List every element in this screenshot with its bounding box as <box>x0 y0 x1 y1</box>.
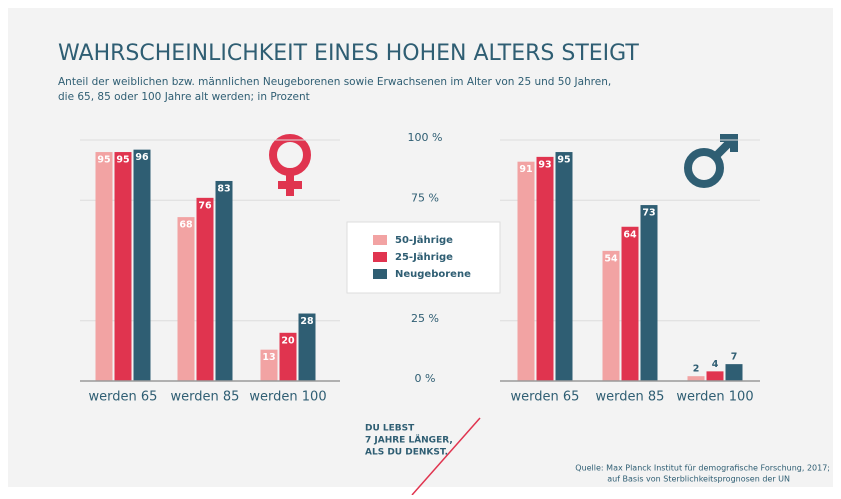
bar <box>114 152 132 381</box>
value-label: 73 <box>642 208 655 219</box>
bar <box>279 332 297 381</box>
value-label: 54 <box>604 253 618 264</box>
x-tick-label: werden 85 <box>596 390 665 405</box>
value-label: 68 <box>179 220 193 231</box>
value-label: 95 <box>97 155 110 166</box>
title: WAHRSCHEINLICHKEIT EINES HOHEN ALTERS ST… <box>58 41 639 66</box>
value-label: 4 <box>712 359 719 370</box>
value-label: 64 <box>623 229 637 240</box>
male-symbol <box>684 134 738 188</box>
callout-line <box>411 417 481 496</box>
bar <box>725 364 743 381</box>
source: auf Basis von Sterblichkeitsprognosen de… <box>607 475 790 484</box>
value-label: 13 <box>262 352 275 363</box>
value-label: 2 <box>693 364 700 375</box>
bar <box>177 217 195 381</box>
callout: DU LEBST <box>365 424 415 434</box>
legend-label: 50-Jährige <box>395 235 453 246</box>
y-tick-label: 25 % <box>411 312 439 325</box>
bar <box>517 161 535 381</box>
subtitle: Anteil der weiblichen bzw. männlichen Ne… <box>58 76 611 88</box>
bar <box>133 149 151 381</box>
legend-box <box>346 221 501 294</box>
bar <box>640 205 658 381</box>
x-tick-label: werden 100 <box>249 390 326 405</box>
legend-swatch <box>373 235 387 245</box>
bar <box>687 376 705 381</box>
female-symbol <box>269 134 311 196</box>
value-label: 95 <box>116 155 129 166</box>
x-tick-label: werden 65 <box>511 390 580 405</box>
value-label: 95 <box>557 155 570 166</box>
value-label: 20 <box>281 335 295 346</box>
bar <box>602 250 620 381</box>
value-label: 93 <box>538 159 551 170</box>
value-label: 91 <box>519 164 532 175</box>
y-tick-label: 100 % <box>408 131 443 144</box>
value-label: 83 <box>217 183 230 194</box>
value-label: 28 <box>300 316 314 327</box>
x-tick-label: werden 85 <box>171 390 240 405</box>
bar <box>621 226 639 381</box>
bar <box>95 152 113 381</box>
bar <box>555 152 573 381</box>
callout: ALS DU DENKST. <box>365 448 448 458</box>
callout: 7 JAHRE LÄNGER, <box>365 435 453 446</box>
x-tick-label: werden 65 <box>89 390 158 405</box>
y-tick-label: 0 % <box>415 372 436 385</box>
value-label: 96 <box>135 152 149 163</box>
bar <box>260 349 278 381</box>
y-tick-label: 75 % <box>411 191 439 204</box>
value-label: 7 <box>731 352 738 363</box>
bar <box>215 180 233 381</box>
bar <box>706 371 724 381</box>
value-label: 76 <box>198 200 212 211</box>
x-tick-label: werden 100 <box>676 390 753 405</box>
bar <box>298 313 316 381</box>
legend-swatch <box>373 269 387 279</box>
legend-label: 25-Jährige <box>395 252 453 263</box>
bar <box>196 197 214 381</box>
bar <box>536 156 554 381</box>
subtitle: die 65, 85 oder 100 Jahre alt werden; in… <box>58 91 310 103</box>
source: Quelle: Max Planck Institut für demograf… <box>575 464 830 473</box>
legend-swatch <box>373 252 387 262</box>
legend-label: Neugeborene <box>395 269 471 280</box>
